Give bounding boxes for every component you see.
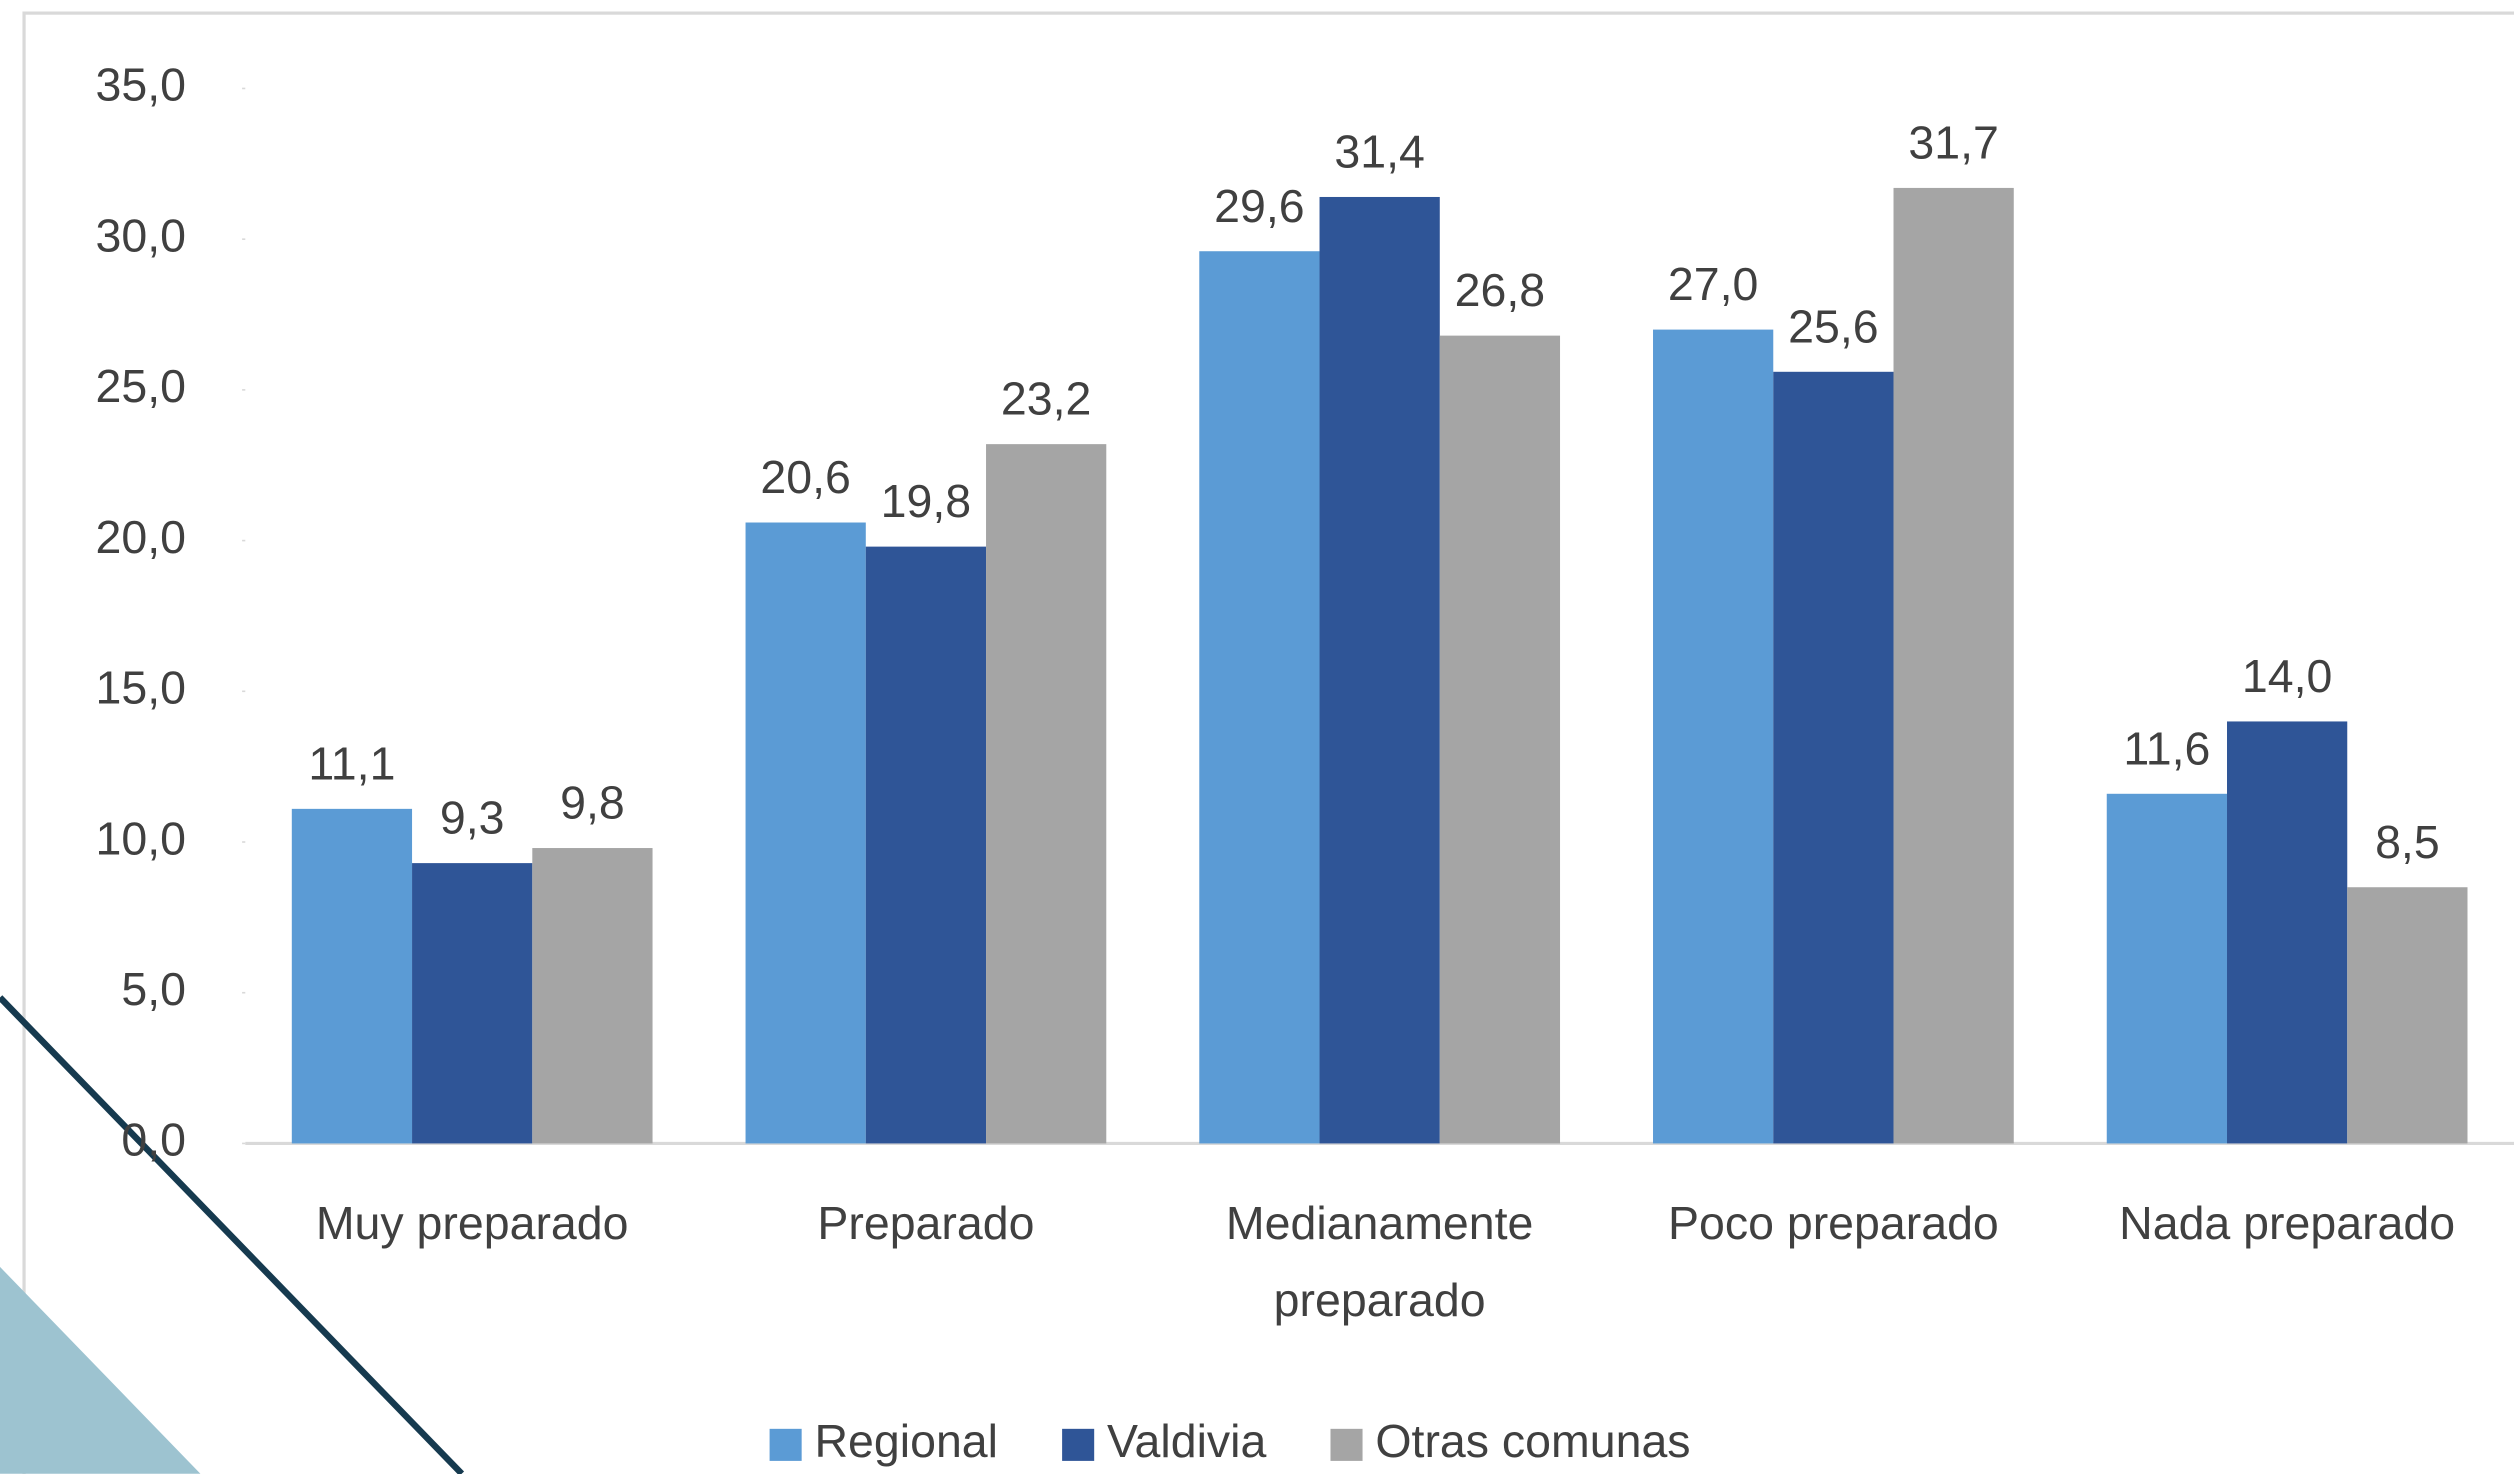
bar: [291, 808, 413, 1144]
bar: [745, 522, 866, 1144]
bar: [2106, 793, 2228, 1144]
legend-label: Valdivia: [1107, 1415, 1266, 1467]
legend-swatch: [1062, 1428, 1095, 1461]
x-tick-label: Preparado: [817, 1197, 1034, 1249]
y-tick-label: 0,0: [121, 1114, 186, 1166]
y-tick-label: 15,0: [96, 662, 186, 714]
bar: [1199, 251, 1320, 1144]
chart-frame: [22, 11, 2514, 1474]
legend-swatch: [769, 1428, 802, 1461]
x-tick-label: Medianamente preparado: [1226, 1197, 1534, 1326]
data-label: 9,8: [560, 777, 625, 829]
x-tick-label-line: Medianamente: [1226, 1197, 1534, 1249]
bar: [1893, 187, 2014, 1144]
data-label: 26,8: [1455, 264, 1545, 316]
y-tick-label: 10,0: [96, 812, 186, 864]
bar: [1653, 329, 1774, 1144]
data-label: 11,6: [2123, 722, 2210, 774]
y-tick-label: 25,0: [96, 360, 186, 412]
data-label: 19,8: [881, 475, 971, 527]
data-label: 31,7: [1908, 117, 1998, 169]
bar: [532, 848, 653, 1144]
data-label: 9,3: [440, 792, 505, 844]
bar: [865, 546, 987, 1144]
y-tick-label: 30,0: [96, 209, 186, 261]
bar: [1319, 196, 1440, 1144]
data-label: 14,0: [2242, 650, 2332, 702]
legend-swatch: [1330, 1428, 1363, 1461]
data-label: 11,1: [308, 737, 395, 789]
x-tick-label: Poco preparado: [1668, 1197, 1999, 1249]
decor-line: [0, 995, 465, 1474]
x-tick-label-line: preparado: [1274, 1274, 1486, 1326]
data-label: 29,6: [1214, 180, 1304, 232]
data-label: 25,6: [1788, 300, 1878, 352]
bar: [412, 863, 533, 1144]
data-label: 8,5: [2375, 816, 2440, 868]
data-label: 20,6: [760, 451, 850, 503]
y-tick-label: 35,0: [96, 59, 186, 111]
bar: [1439, 335, 1561, 1144]
decor-triangle: [0, 1266, 201, 1474]
y-tick-label: 20,0: [96, 511, 186, 563]
legend-label: Otras comunas: [1375, 1415, 1690, 1467]
bar: [2227, 721, 2348, 1144]
bar: [2347, 887, 2468, 1144]
x-tick-label: Nada preparado: [2119, 1197, 2455, 1249]
bar: [986, 444, 1107, 1144]
x-tick-label: Muy preparado: [316, 1197, 629, 1249]
data-label: 23,2: [1001, 373, 1091, 425]
legend-label: Regional: [814, 1415, 998, 1467]
bar: [1773, 371, 1894, 1144]
y-tick-label: 5,0: [121, 963, 186, 1015]
data-label: 31,4: [1334, 126, 1424, 178]
data-label: 27,0: [1668, 258, 1758, 310]
